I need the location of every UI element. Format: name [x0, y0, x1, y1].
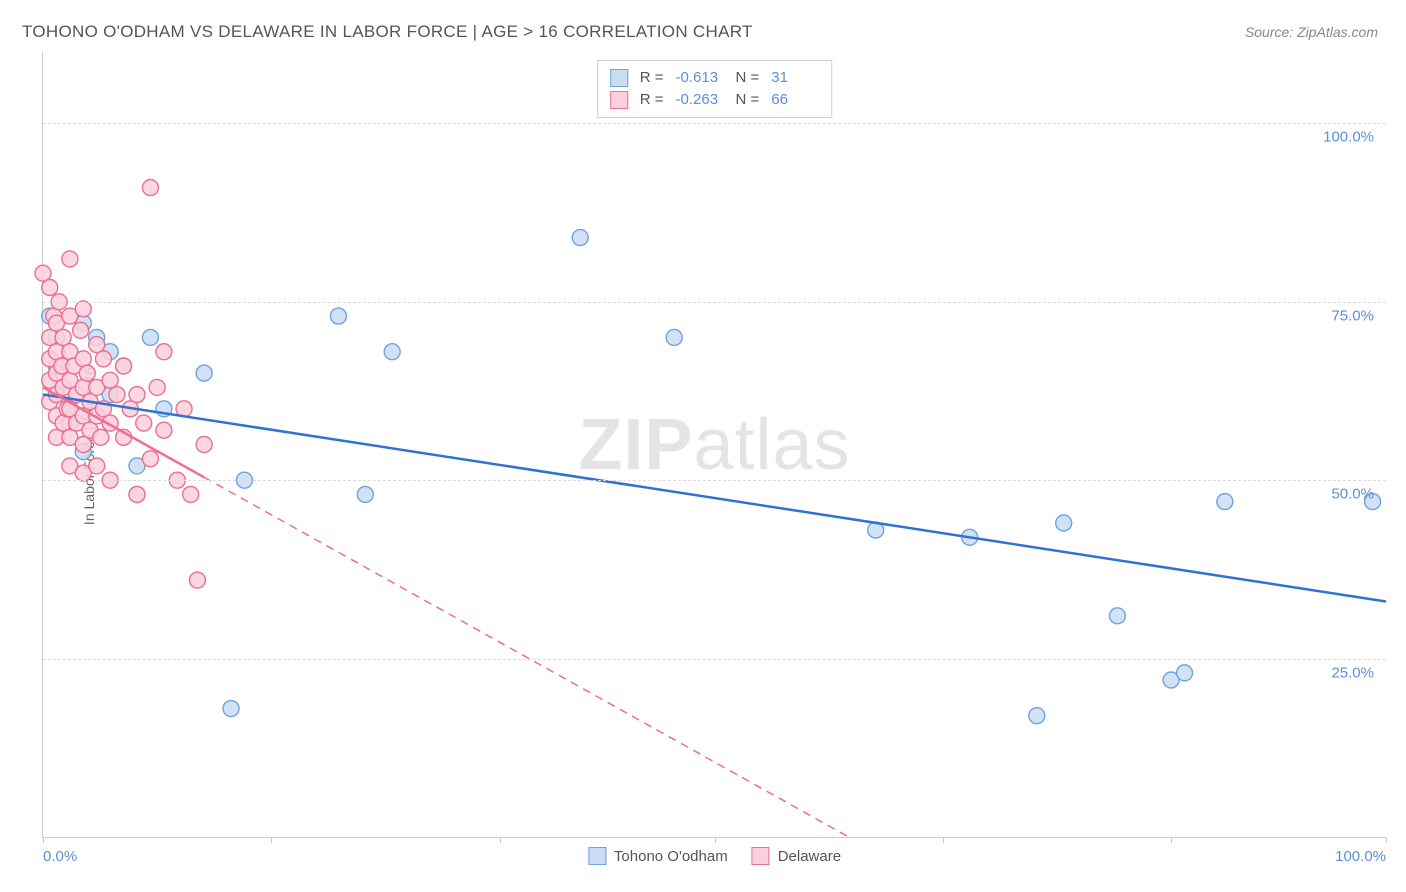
gridline: [43, 302, 1386, 303]
y-tick-label: 25.0%: [1331, 664, 1374, 681]
plot-area: ZIPatlas R =-0.613N =31R =-0.263N =66 0.…: [42, 52, 1386, 838]
scatter-point: [1217, 494, 1233, 510]
legend-r-value: -0.263: [676, 89, 724, 111]
scatter-point: [156, 422, 172, 438]
scatter-point: [75, 351, 91, 367]
scatter-point: [330, 308, 346, 324]
scatter-point: [73, 322, 89, 338]
scatter-point: [55, 329, 71, 345]
scatter-point: [357, 486, 373, 502]
scatter-point: [189, 572, 205, 588]
legend-series: Tohono O'odham Delaware: [588, 847, 841, 865]
scatter-point: [196, 365, 212, 381]
x-tick: [715, 837, 716, 843]
scatter-point: [102, 372, 118, 388]
y-tick-label: 100.0%: [1323, 129, 1374, 146]
scatter-point: [129, 486, 145, 502]
scatter-point: [183, 486, 199, 502]
scatter-point: [384, 344, 400, 360]
gridline: [43, 480, 1386, 481]
scatter-point: [156, 344, 172, 360]
legend-correlation-row: R =-0.263N =66: [610, 89, 820, 111]
legend-swatch: [752, 847, 770, 865]
legend-n-value: 31: [771, 67, 819, 89]
x-axis-max-label: 100.0%: [1335, 848, 1386, 865]
gridline: [43, 659, 1386, 660]
scatter-point: [75, 437, 91, 453]
scatter-point: [79, 365, 95, 381]
legend-series-item: Delaware: [752, 847, 841, 865]
source-credit: Source: ZipAtlas.com: [1245, 24, 1378, 40]
scatter-point: [196, 437, 212, 453]
scatter-point: [109, 387, 125, 403]
x-tick: [1386, 837, 1387, 843]
y-tick-label: 75.0%: [1331, 307, 1374, 324]
legend-series-label: Delaware: [778, 848, 841, 865]
scatter-point: [149, 379, 165, 395]
scatter-point: [572, 230, 588, 246]
scatter-point: [1029, 708, 1045, 724]
gridline: [43, 123, 1386, 124]
x-axis-min-label: 0.0%: [43, 848, 77, 865]
scatter-point: [116, 358, 132, 374]
trend-line-dashed: [204, 477, 849, 837]
legend-series-item: Tohono O'odham: [588, 847, 728, 865]
scatter-point: [75, 301, 91, 317]
legend-swatch: [610, 91, 628, 109]
x-tick: [1171, 837, 1172, 843]
x-tick: [500, 837, 501, 843]
scatter-point: [93, 429, 109, 445]
legend-correlation: R =-0.613N =31R =-0.263N =66: [597, 60, 833, 118]
x-tick: [43, 837, 44, 843]
chart-title: TOHONO O'ODHAM VS DELAWARE IN LABOR FORC…: [22, 22, 753, 42]
legend-swatch: [610, 69, 628, 87]
scatter-point: [129, 387, 145, 403]
plot-svg: [43, 52, 1386, 837]
scatter-point: [89, 337, 105, 353]
scatter-point: [62, 251, 78, 267]
legend-swatch: [588, 847, 606, 865]
scatter-point: [95, 351, 111, 367]
scatter-point: [666, 329, 682, 345]
scatter-point: [35, 265, 51, 281]
scatter-point: [142, 329, 158, 345]
scatter-point: [1056, 515, 1072, 531]
chart-container: TOHONO O'ODHAM VS DELAWARE IN LABOR FORC…: [0, 0, 1406, 892]
scatter-point: [142, 180, 158, 196]
scatter-point: [1109, 608, 1125, 624]
y-tick-label: 50.0%: [1331, 486, 1374, 503]
x-tick: [943, 837, 944, 843]
legend-n-value: 66: [771, 89, 819, 111]
scatter-point: [42, 280, 58, 296]
legend-series-label: Tohono O'odham: [614, 848, 728, 865]
x-tick: [271, 837, 272, 843]
scatter-point: [136, 415, 152, 431]
trend-line: [43, 395, 1386, 602]
scatter-point: [89, 458, 105, 474]
legend-correlation-row: R =-0.613N =31: [610, 67, 820, 89]
scatter-point: [1177, 665, 1193, 681]
scatter-point: [142, 451, 158, 467]
legend-r-value: -0.613: [676, 67, 724, 89]
scatter-point: [223, 701, 239, 717]
